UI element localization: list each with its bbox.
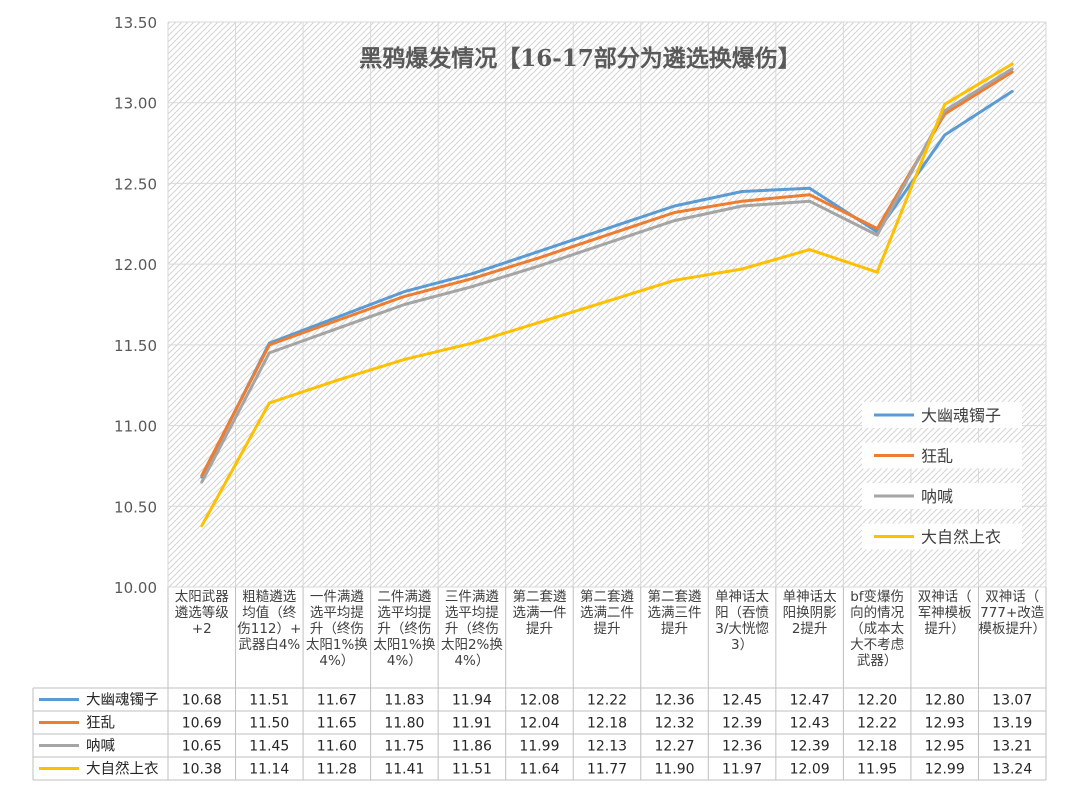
table-cell: 13.07 [992,693,1032,709]
x-category-label: 第二套遴选满二件提升 [580,588,634,637]
series-line [200,62,1014,528]
table-cell: 11.80 [384,716,424,732]
table-cell: 12.32 [654,716,694,732]
series-line [200,70,1014,478]
table-cell: 12.04 [519,716,559,732]
table-cell: 11.86 [452,739,492,755]
x-category-label: 二件满遴选平均提升（终伤太阳1%换 4%） [373,589,435,669]
y-tick-label: 13.00 [114,95,157,113]
table-cell: 12.95 [925,739,965,755]
series-line [200,67,1014,484]
table-cell: 11.91 [452,716,492,732]
table-cell: 12.39 [790,739,830,755]
y-tick-label: 13.50 [114,14,157,32]
x-category-label: 粗糙遴选均值（终伤112）+武器白4% [237,589,301,653]
legend-label: 狂乱 [921,447,953,466]
table-cell: 11.64 [519,762,559,778]
series-lines [200,62,1014,528]
table-cell: 11.51 [249,693,289,709]
legend-label: 呐喊 [921,487,953,506]
table-cell: 13.19 [992,716,1032,732]
table-series-name: 呐喊 [86,738,115,755]
x-category-label: 单神话太阳换阴影 2提升 [783,589,837,637]
table-cell: 11.90 [654,762,694,778]
table-cell: 12.27 [654,739,694,755]
table-cell: 13.24 [992,762,1032,778]
table-cell: 12.08 [519,693,559,709]
x-category-label: 一件满遴选平均提升（终伤太阳1%换 4%） [306,589,368,669]
table-cell: 13.21 [992,739,1032,755]
table-cell: 12.22 [587,693,627,709]
table-cell: 11.51 [452,762,492,778]
table-cell: 10.68 [182,693,222,709]
y-tick-label: 10.00 [114,579,157,597]
table-cell: 11.75 [384,739,424,755]
table-series-name: 大自然上衣 [86,761,159,778]
table-cell: 11.65 [317,716,357,732]
table-cell: 12.99 [925,762,965,778]
table-cell: 12.80 [925,693,965,709]
legend-label: 大幽魂镯子 [921,406,1001,425]
x-axis: 太阳武器遴选等级+2粗糙遴选均值（终伤112）+武器白4%一件满遴选平均提升（终… [175,588,1046,669]
table-cell: 11.77 [587,762,627,778]
table-cell: 11.45 [249,739,289,755]
table-cell: 11.83 [384,693,424,709]
x-category-label: 双神话（军神模板提升） [918,589,972,637]
series-line [200,89,1014,479]
y-tick-label: 12.00 [114,256,157,274]
table-cell: 12.36 [722,739,762,755]
table-cell: 11.28 [317,762,357,778]
table-cell: 11.14 [249,762,289,778]
table-cell: 11.67 [317,693,357,709]
table-cell: 12.45 [722,693,762,709]
table-cell: 12.43 [790,716,830,732]
table-cell: 11.99 [519,739,559,755]
y-tick-label: 11.50 [114,337,157,355]
x-category-label: 单神话太阳（吞愤 3/大恍惚 3） [715,589,769,653]
x-category-label: 第二套遴选满一件提升 [512,588,566,637]
x-category-label: bf变爆伤向的情况（成本太大不考虑武器） [850,589,904,669]
table-cell: 10.69 [182,716,222,732]
table-series-name: 狂乱 [86,715,115,732]
table-cell: 12.09 [790,762,830,778]
table-cell: 10.38 [182,762,222,778]
x-category-label: 双神话（ 777+改造模板提升） [978,589,1046,637]
y-tick-label: 10.50 [114,498,157,516]
chart-title: 黑鸦爆发情况【16-17部分为遴选换爆伤】 [359,45,801,72]
data-table: 大幽魂镯子 10.68 11.51 11.67 11.83 11.94 12.08 12.22… [32,587,1047,781]
x-category-label: 太阳武器遴选等级+2 [175,589,229,637]
table-cell: 12.13 [587,739,627,755]
table-cell: 11.97 [722,762,762,778]
table-cell: 12.47 [790,693,830,709]
y-axis: 10.00 10.50 11.00 11.50 12.00 12.50 13.00 13.50 [114,14,157,597]
table-cell: 12.18 [857,739,897,755]
y-tick-label: 11.00 [114,418,157,436]
table-cell: 12.22 [857,716,897,732]
table-cell: 11.94 [452,693,492,709]
x-category-label: 三件满遴选平均提升（终伤太阳2%换 4%） [441,589,503,669]
x-category-label: 第二套遴选满三件提升 [648,588,702,637]
table-cell: 11.50 [249,716,289,732]
table-cell: 12.20 [857,693,897,709]
table-cell: 12.39 [722,716,762,732]
table-cell: 11.95 [857,762,897,778]
table-series-name: 大幽魂镯子 [86,692,159,709]
table-cell: 12.18 [587,716,627,732]
table-cell: 12.93 [925,716,965,732]
legend-label: 大自然上衣 [921,528,1001,547]
table-cell: 11.60 [317,739,357,755]
y-tick-label: 12.50 [114,175,157,193]
table-cell: 12.36 [654,693,694,709]
table-cell: 11.41 [384,762,424,778]
table-cell: 10.65 [182,739,222,755]
